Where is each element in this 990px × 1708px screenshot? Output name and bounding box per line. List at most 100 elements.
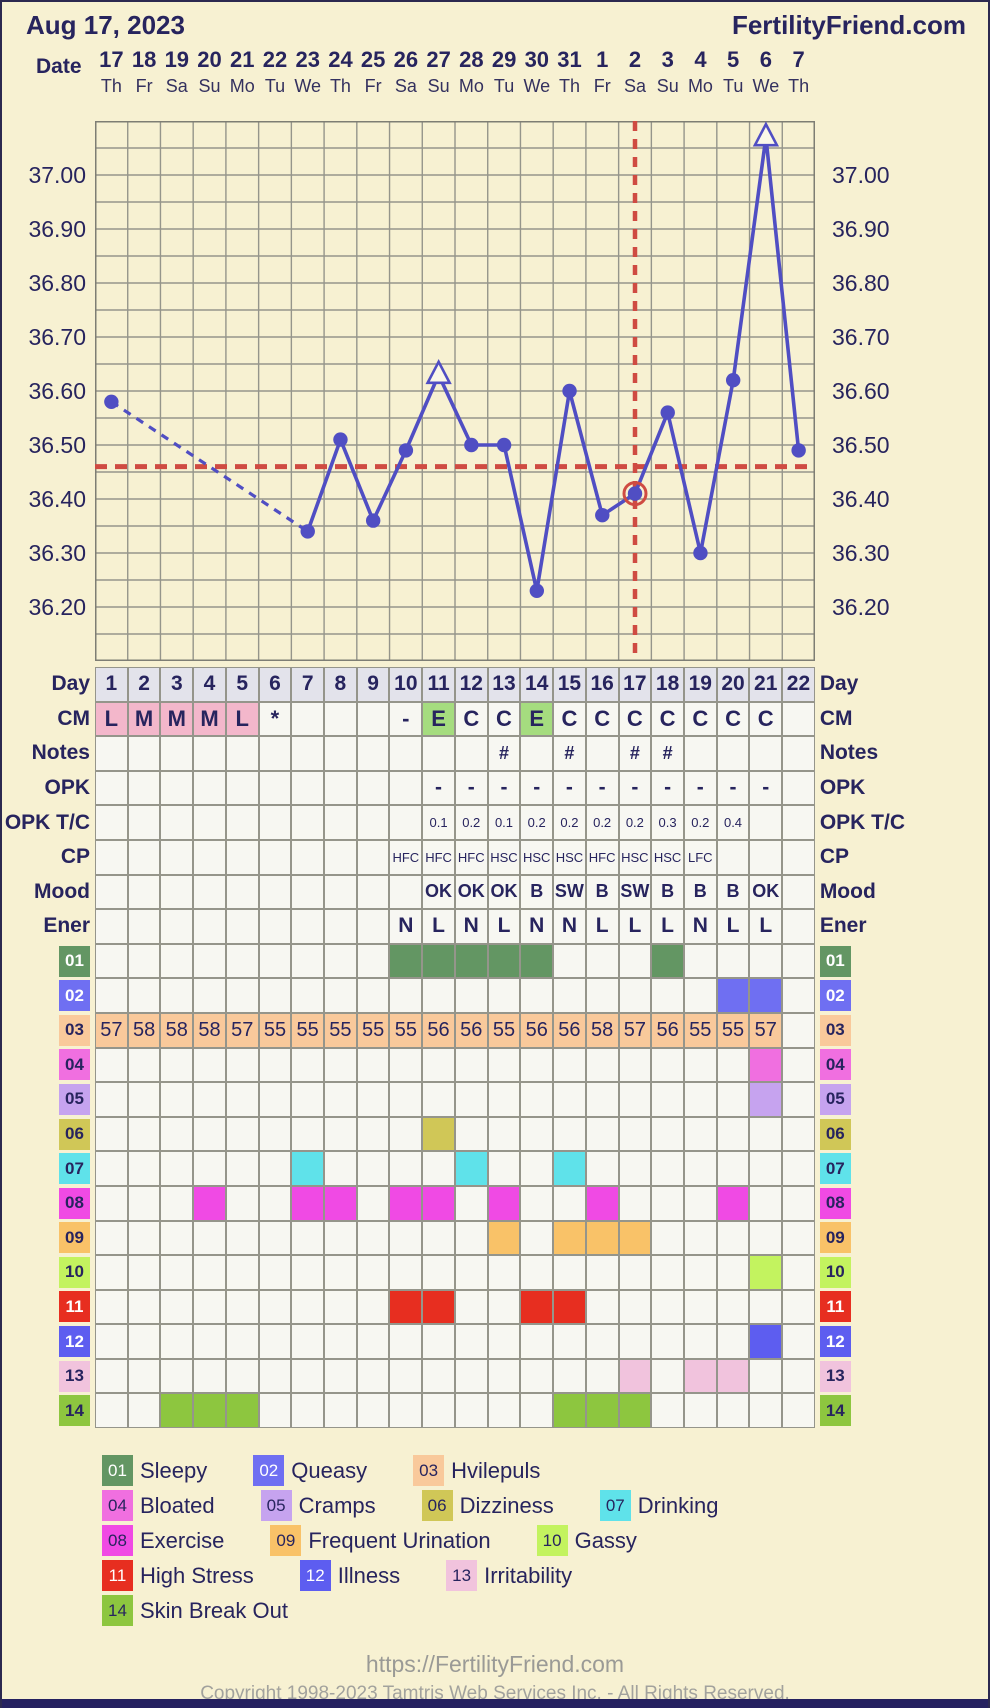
- table-cell: 17: [618, 667, 652, 702]
- table-cell: N: [683, 909, 717, 944]
- row-label-right: Day: [819, 672, 859, 696]
- symptom-chip: 06: [59, 1118, 90, 1150]
- date-cell: 5: [727, 47, 740, 72]
- table-cell: [782, 874, 815, 910]
- row-label-right: OPK T/C: [819, 810, 905, 834]
- table-cell: [553, 1185, 586, 1221]
- table-cell: [291, 874, 325, 910]
- table-cell: SW: [553, 874, 586, 910]
- table-cell: [258, 805, 292, 840]
- table-cell: [553, 1255, 586, 1290]
- cycle-data-table: Day 1 2 3 4 5 6 7 8 9 10 11 12 13 14 15 16 17 18 19 20 21 22 Da…: [2, 667, 988, 1429]
- table-cell: [487, 1151, 521, 1186]
- table-cell: [324, 1116, 357, 1152]
- row-label-right: Mood: [819, 879, 876, 903]
- table-cell: 57: [95, 1012, 128, 1048]
- legend-item: 14 Skin Break Out: [102, 1595, 288, 1627]
- table-cell: [95, 1255, 128, 1290]
- table-cell: [258, 1220, 292, 1256]
- table-cell: [585, 1393, 619, 1429]
- legend-item: 03 Hvilepuls: [413, 1455, 541, 1487]
- table-cell: [716, 736, 750, 771]
- table-cell: HFC: [389, 839, 423, 875]
- table-cell: [160, 1116, 194, 1152]
- legend-label: Hvilepuls: [451, 1457, 541, 1483]
- table-cell: [683, 1393, 717, 1429]
- table-cell: [749, 978, 783, 1013]
- row-label-left: 01: [2, 944, 95, 979]
- table-cell: N: [520, 909, 554, 944]
- table-cell: M: [193, 701, 226, 737]
- legend-label: Exercise: [140, 1527, 225, 1553]
- table-cell: [389, 770, 423, 806]
- table-cell: [487, 1047, 521, 1083]
- table-cell: [193, 1289, 226, 1325]
- table-cell: [356, 909, 390, 944]
- table-cell: C: [618, 701, 652, 737]
- weekday-cell: Th: [100, 76, 122, 96]
- row-label-right: CM: [819, 706, 853, 730]
- row-label-left: 07: [2, 1151, 95, 1186]
- table-cell: [324, 1289, 357, 1325]
- table-cell: [716, 1358, 750, 1394]
- y-axis-label-left: 36.20: [28, 594, 86, 620]
- table-cell: [389, 1289, 423, 1325]
- table-cell: [225, 943, 259, 979]
- legend-chip: 13: [446, 1560, 478, 1592]
- table-cell: [324, 1393, 357, 1429]
- table-cell: [95, 1393, 128, 1429]
- table-cell: [324, 1082, 357, 1117]
- table-cell: [258, 1393, 292, 1429]
- table-cell: [683, 1220, 717, 1256]
- table-cell: [651, 1358, 684, 1394]
- row-label-right: 08: [815, 1186, 909, 1221]
- table-cell: HFC: [454, 839, 488, 875]
- table-cell: [651, 1393, 684, 1429]
- table-cell: [520, 1082, 554, 1117]
- table-cell: M: [127, 701, 161, 737]
- table-cell: 55: [389, 1012, 423, 1048]
- table-cell: [716, 1116, 750, 1152]
- table-cell: SW: [618, 874, 652, 910]
- table-cell: [749, 839, 783, 875]
- y-axis-label-right: 36.70: [832, 324, 890, 350]
- table-cell: [356, 1220, 390, 1256]
- table-cell: 55: [716, 1012, 750, 1048]
- table-cell: 4: [193, 667, 226, 702]
- table-cell: [95, 1185, 128, 1221]
- table-cell: #: [651, 736, 684, 771]
- date-cell: 28: [459, 47, 484, 72]
- table-cell: L: [422, 909, 455, 944]
- table-cell: -: [422, 770, 455, 806]
- legend-chip: 10: [536, 1525, 568, 1557]
- table-cell: [683, 1116, 717, 1152]
- table-cell: [618, 1289, 652, 1325]
- table-cell: [160, 770, 194, 806]
- table-cell: -: [683, 770, 717, 806]
- legend-label: Queasy: [291, 1457, 368, 1483]
- table-cell: 55: [291, 1012, 325, 1048]
- y-axis-label-left: 36.70: [28, 324, 86, 350]
- row-label-right: 11: [815, 1290, 909, 1325]
- table-cell: [356, 1358, 390, 1394]
- table-cell: [95, 1151, 128, 1186]
- weekday-cell: Su: [656, 76, 679, 96]
- table-cell: [291, 1289, 325, 1325]
- bbt-chart: 37.00 37.00 36.90 36.90 36.80 36.80 36.70 36.70…: [2, 120, 988, 662]
- row-label-right: Notes: [819, 741, 879, 765]
- table-cell: [585, 1324, 619, 1359]
- y-axis-label-right: 36.60: [832, 378, 890, 404]
- date-cell: 23: [295, 47, 320, 72]
- table-cell: C: [651, 701, 684, 737]
- table-cell: [127, 1289, 161, 1325]
- table-cell: [487, 1289, 521, 1325]
- date-cell: 30: [524, 47, 550, 72]
- table-cell: L: [716, 909, 750, 944]
- row-label-left: CP: [60, 845, 90, 869]
- table-cell: 9: [356, 667, 390, 702]
- symptom-chip: 12: [819, 1326, 851, 1358]
- table-cell: [127, 943, 161, 979]
- legend-chip: 11: [102, 1560, 133, 1592]
- table-cell: 55: [487, 1012, 521, 1048]
